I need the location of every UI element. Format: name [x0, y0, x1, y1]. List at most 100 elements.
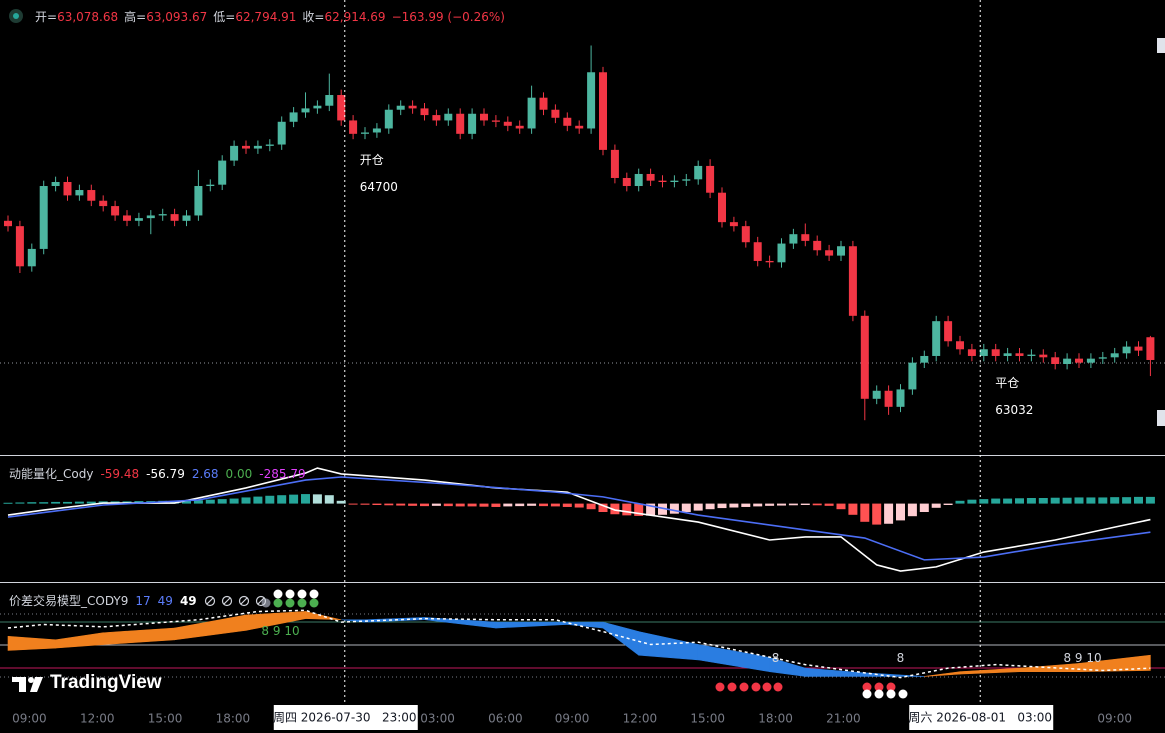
- candle-body: [825, 250, 834, 256]
- indicator-line: [7, 476, 1151, 561]
- dot: [309, 589, 319, 599]
- candle-body: [337, 95, 346, 121]
- candle-body: [896, 389, 905, 407]
- logo-part: [30, 677, 43, 692]
- histogram-bar: [420, 503, 429, 507]
- candle-body: [444, 113, 453, 121]
- candle-body: [170, 214, 179, 221]
- candle-body: [646, 173, 655, 181]
- candle-body: [1110, 353, 1119, 358]
- histogram-bar: [170, 500, 180, 504]
- histogram-bar: [431, 503, 441, 506]
- candle-body: [741, 226, 750, 243]
- histogram-bar: [550, 503, 560, 507]
- histogram-bar: [860, 503, 870, 522]
- dot: [297, 589, 307, 599]
- histogram-bar: [884, 503, 894, 524]
- ohlc-header: 开= 63,078.68 高= 63,093.67 低= 62,794.91 收= 62,91…: [35, 8, 505, 25]
- histogram-bar: [312, 494, 322, 504]
- candle-body: [4, 220, 12, 227]
- signal-label: 8: [897, 651, 905, 665]
- histogram-bar: [634, 503, 644, 516]
- candle-body: [658, 180, 667, 182]
- dot: [862, 682, 872, 692]
- x-tick-label: 18:00: [216, 712, 251, 726]
- histogram-bar: [943, 503, 953, 505]
- x-tick-label: 03:00: [420, 712, 455, 726]
- histogram-bar: [693, 503, 703, 511]
- candle-body: [134, 218, 143, 221]
- pane-legend: 动能量化_Cody -59.48 -56.79 2.68 0.00 -285.79: [9, 465, 306, 482]
- time-label-box: [909, 705, 1054, 730]
- histogram-bar: [1015, 498, 1024, 504]
- candle-body: [682, 179, 691, 181]
- dot: [886, 682, 896, 692]
- candle-body: [182, 215, 191, 221]
- candle-body: [361, 132, 369, 134]
- histogram-bar: [1026, 498, 1036, 504]
- candle-body: [848, 246, 857, 316]
- histogram-bar: [348, 503, 358, 505]
- histogram-bar: [777, 503, 786, 506]
- x-tick-label: 06:00: [488, 712, 523, 726]
- time-label-box: [273, 705, 418, 730]
- histogram-bar: [562, 503, 572, 507]
- candle-body: [313, 105, 322, 109]
- dot: [751, 682, 761, 692]
- x-tick-label: 09:00: [12, 712, 47, 726]
- readouts: -59.48 -56.79 2.68 0.00 -285.79: [100, 467, 305, 481]
- ohlc-label: 低=: [213, 10, 236, 24]
- histogram-bar: [610, 503, 620, 515]
- dot: [874, 689, 884, 699]
- candle-body: [384, 109, 393, 129]
- dot: [898, 689, 908, 699]
- histogram-bar: [1110, 497, 1120, 504]
- histogram-bar: [1038, 498, 1048, 504]
- histogram-bar: [1062, 497, 1072, 504]
- candle-body: [206, 184, 215, 187]
- histogram-bar: [455, 503, 465, 507]
- candle-body: [908, 362, 917, 390]
- dot: [874, 682, 884, 692]
- dot: [762, 682, 772, 692]
- watermark-logo: [12, 677, 43, 692]
- settings-icons: [204, 595, 266, 606]
- candle-body: [1015, 353, 1024, 356]
- histogram-bar: [1050, 497, 1060, 504]
- dot: [886, 689, 896, 699]
- candle-body: [956, 341, 964, 350]
- histogram-bar: [705, 503, 715, 510]
- candle-body: [277, 121, 286, 145]
- histogram-bar: [1098, 497, 1108, 504]
- readouts: 17 49 49: [135, 594, 196, 608]
- histogram-bar: [574, 503, 584, 508]
- histogram-bar: [503, 503, 513, 507]
- histogram-bar: [765, 503, 775, 506]
- signal-dots: [261, 589, 908, 699]
- candle-body: [349, 120, 358, 134]
- candle-body: [622, 177, 631, 187]
- histogram-bar: [1003, 498, 1013, 504]
- candle-body: [123, 215, 131, 221]
- histogram-bar: [729, 503, 739, 508]
- ohlc-label: 开=: [35, 10, 58, 24]
- candle-body: [1086, 358, 1095, 363]
- histogram-bar: [741, 503, 751, 507]
- indicator-line: [7, 467, 1151, 572]
- candle-body: [813, 240, 822, 251]
- histogram-bar: [408, 503, 418, 506]
- candle-body: [979, 349, 988, 356]
- ohlc-label: 高=: [124, 10, 147, 24]
- readout: -56.79: [146, 466, 185, 481]
- histogram-bar: [217, 499, 227, 504]
- histogram-bar: [182, 500, 191, 504]
- dotted-line: [7, 609, 1151, 679]
- histogram-bar: [681, 503, 691, 512]
- readout: 49: [157, 593, 173, 608]
- histogram-bar: [3, 502, 13, 504]
- candle-body: [563, 117, 572, 126]
- histogram-bar: [991, 498, 1001, 504]
- candle-body: [456, 113, 465, 134]
- candle-body: [991, 349, 1000, 356]
